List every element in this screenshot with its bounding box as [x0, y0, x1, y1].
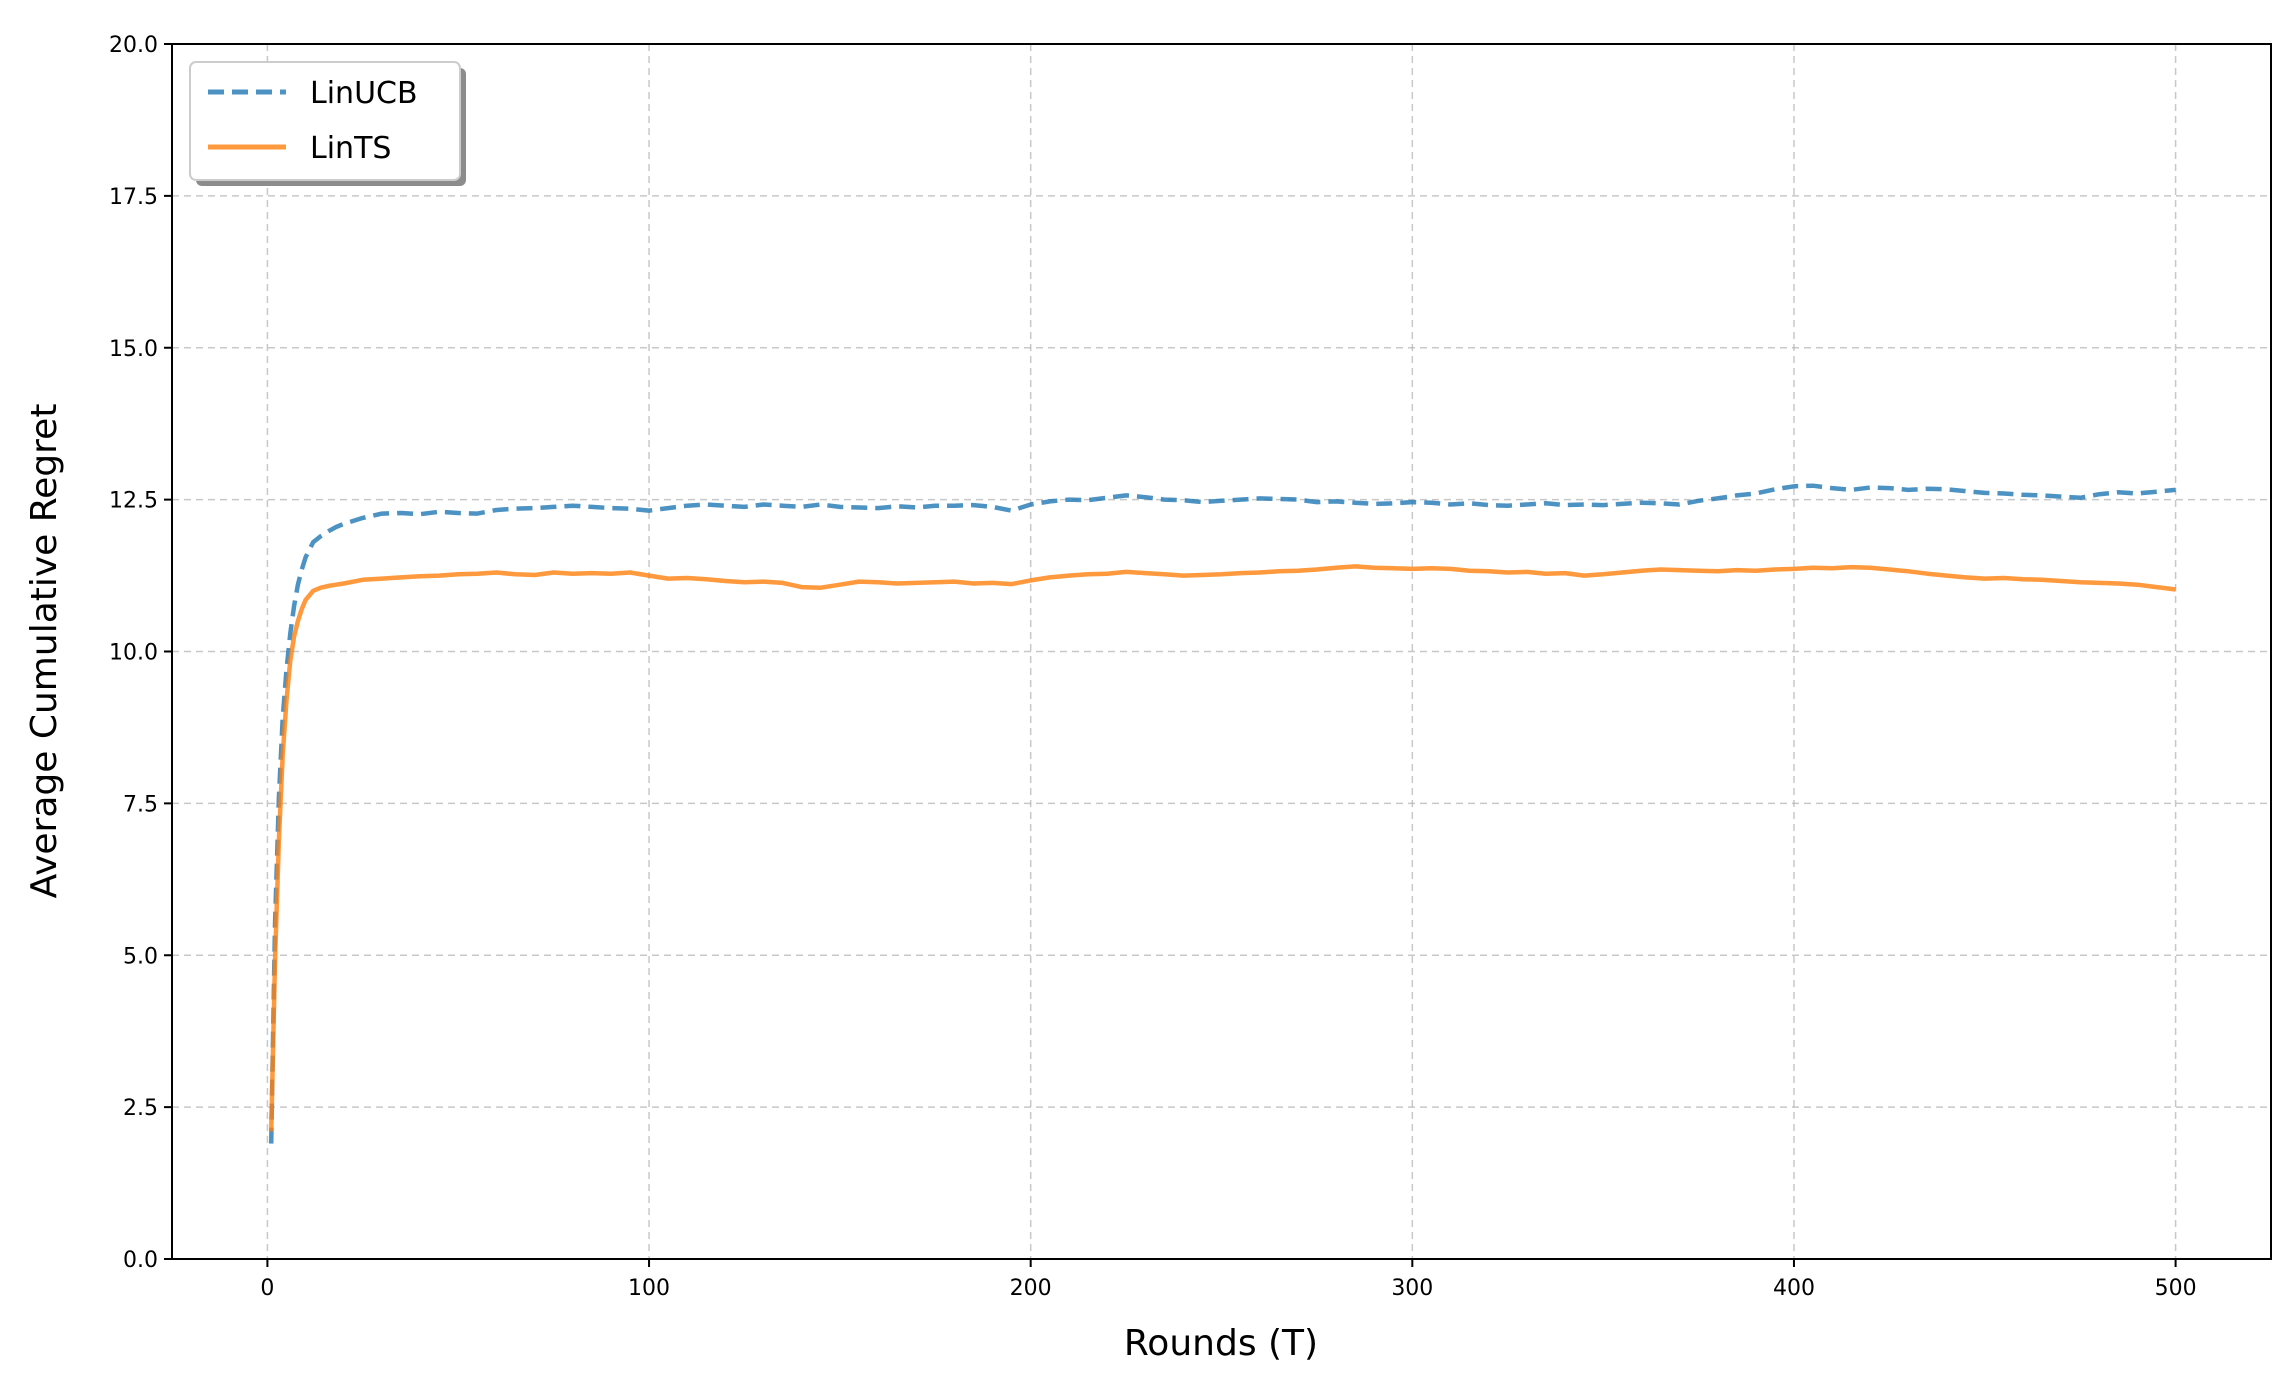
series-layer [268, 483, 2176, 1144]
y-tick-label: 2.5 [123, 1096, 158, 1121]
y-tick-label: 0.0 [123, 1248, 158, 1273]
x-tick-label: 300 [1391, 1276, 1433, 1301]
x-axis-title: Rounds (T) [1124, 1323, 1318, 1364]
legend-label-linucb: LinUCB [310, 76, 418, 111]
series-line-lints [268, 564, 2176, 1132]
legend-label-lints: LinTS [310, 131, 391, 166]
y-tick-label: 10.0 [109, 641, 158, 666]
y-tick-label: 17.5 [109, 185, 158, 210]
y-tick-label: 7.5 [123, 792, 158, 817]
x-tick-label: 200 [1010, 1276, 1052, 1301]
y-tick-label: 15.0 [109, 337, 158, 362]
x-tick-label: 500 [2155, 1276, 2197, 1301]
x-tick-label: 100 [628, 1276, 670, 1301]
y-tick-label: 12.5 [109, 489, 158, 514]
legend: LinUCB LinTS [189, 61, 466, 186]
y-tick-label: 20.0 [109, 33, 158, 58]
y-axis: 0.0 2.5 5.0 7.5 10.0 12.5 15.0 17.5 20.0 [109, 33, 172, 1273]
x-tick-label: 0 [260, 1276, 274, 1301]
series-line-linucb [268, 483, 2176, 1144]
y-tick-label: 5.0 [123, 944, 158, 969]
x-tick-label: 400 [1773, 1276, 1815, 1301]
x-axis: 0 100 200 300 400 500 [260, 1259, 2197, 1301]
y-axis-title: Average Cumulative Regret [24, 404, 65, 899]
